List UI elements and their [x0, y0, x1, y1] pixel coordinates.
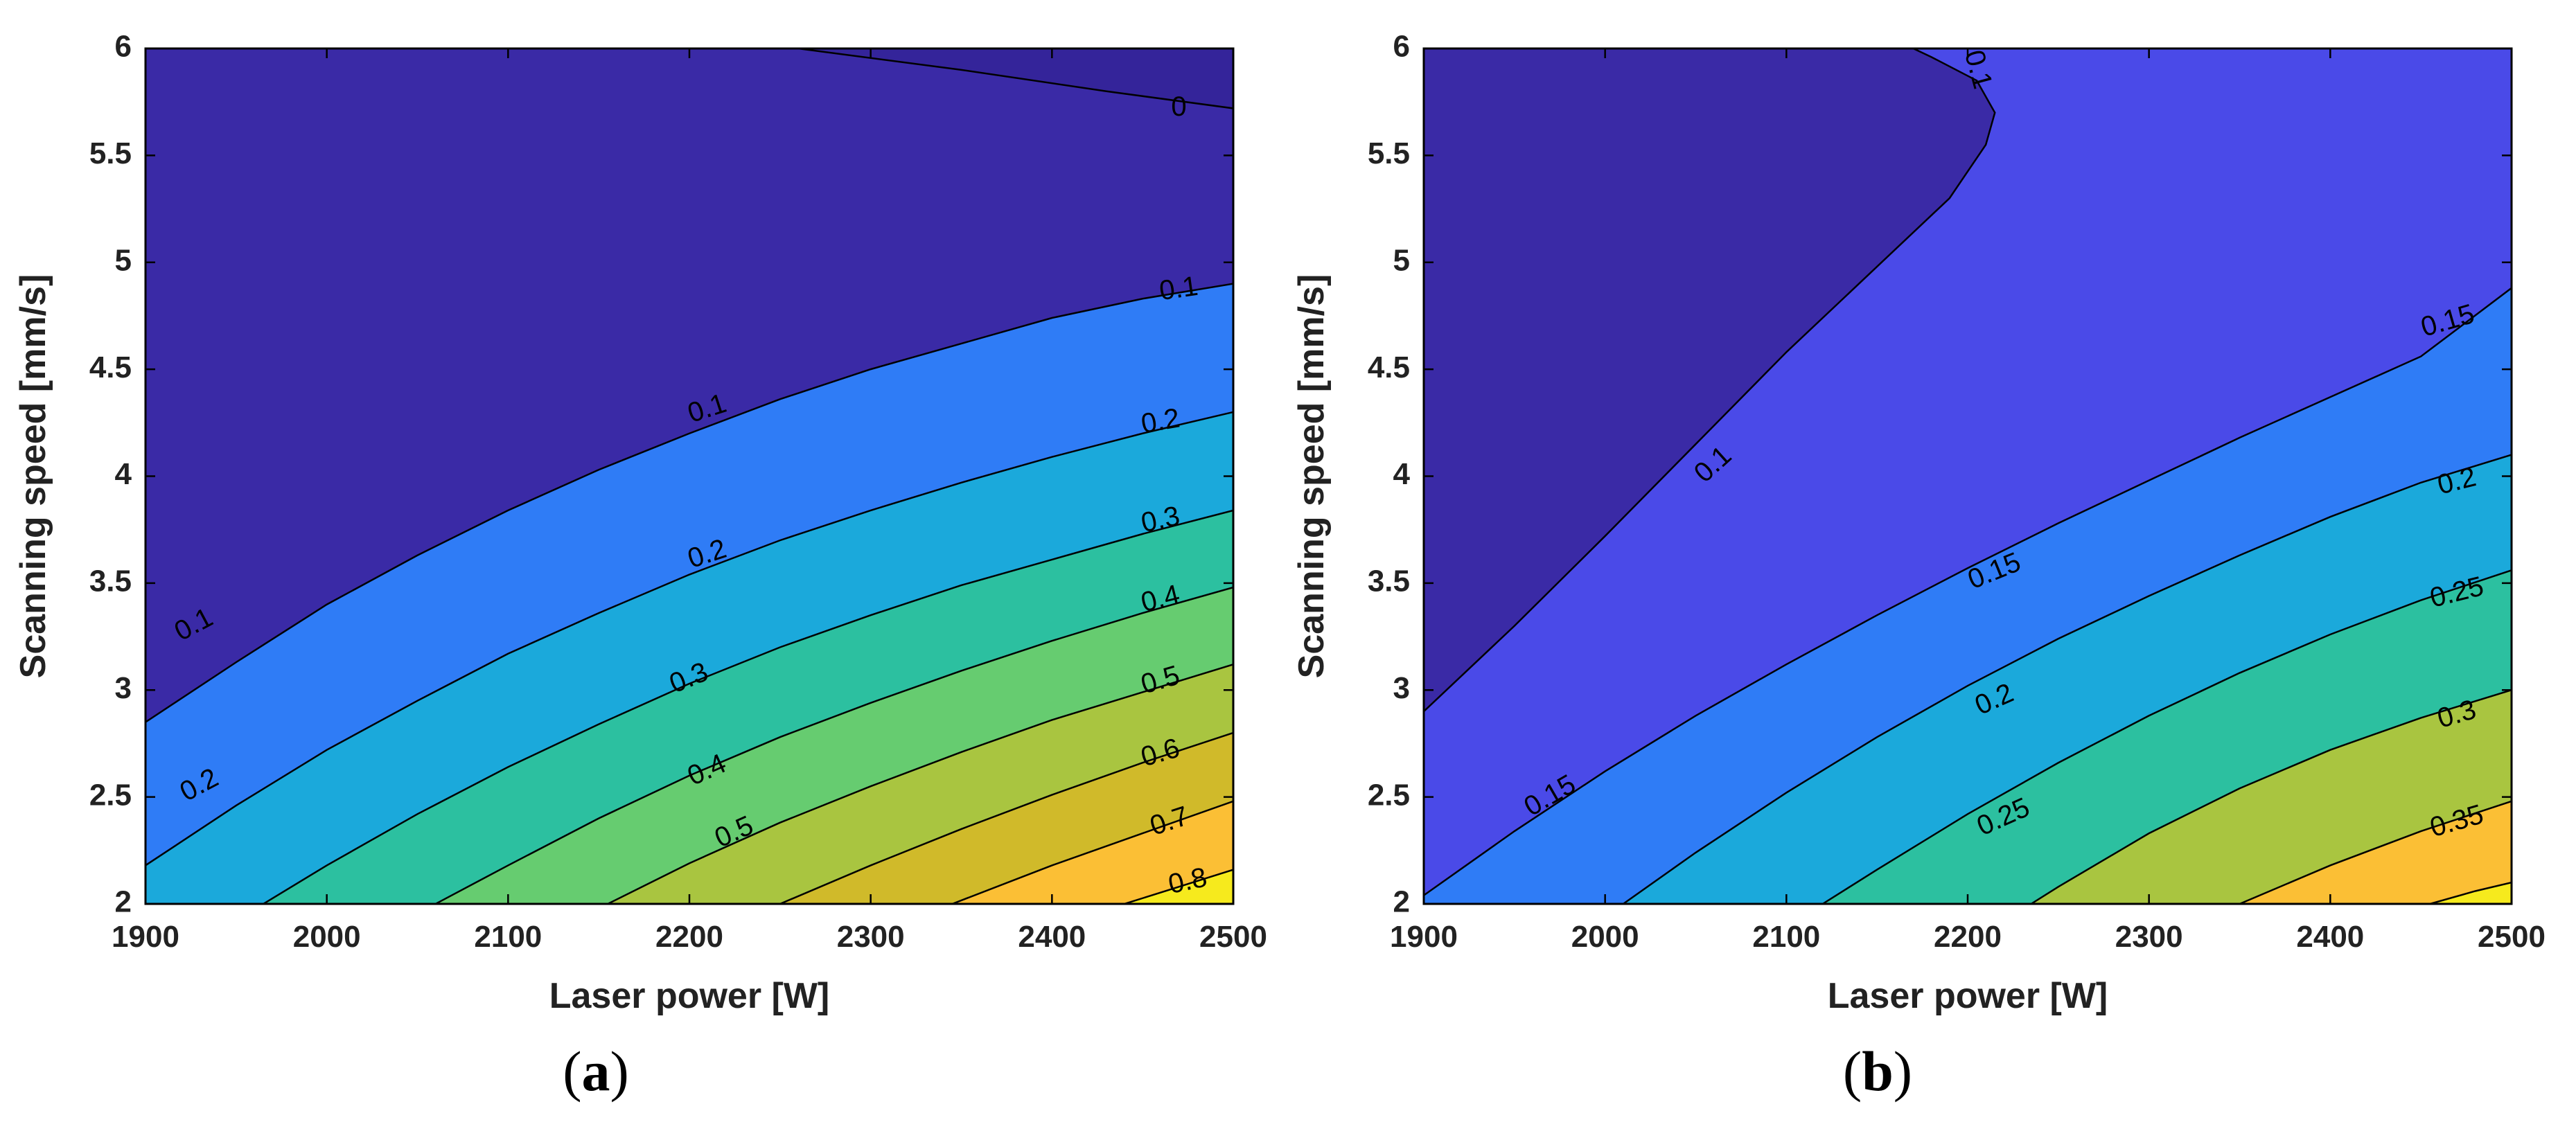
- x-tick-label: 2200: [655, 920, 723, 954]
- x-tick-label: 2400: [1018, 920, 1086, 954]
- x-tick-label: 2300: [837, 920, 905, 954]
- y-tick-label: 5: [1393, 243, 1410, 277]
- x-tick-label: 1900: [1390, 920, 1458, 954]
- x-tick-label: 2100: [474, 920, 542, 954]
- y-tick-label: 5.5: [89, 136, 132, 170]
- contour-label: 0.1: [1158, 271, 1200, 306]
- contour-region: [1424, 48, 1995, 712]
- contour-line: [145, 411, 1233, 866]
- panel-b-caption-letter: b: [1862, 1040, 1894, 1103]
- panel-a-chart: 00.10.10.10.20.20.20.30.30.40.40.50.50.6…: [13, 30, 1267, 1016]
- y-tick-label: 4: [1393, 457, 1411, 491]
- y-tick-label: 6: [1393, 30, 1410, 64]
- x-axis-label: Laser power [W]: [549, 976, 830, 1016]
- y-tick-label: 4.5: [1368, 350, 1410, 384]
- contour-line: [435, 586, 1233, 904]
- y-tick-label: 6: [115, 30, 132, 64]
- contour-line: [797, 48, 1233, 109]
- contour-line: [1623, 454, 2512, 904]
- y-tick-label: 4: [115, 457, 132, 491]
- y-tick-label: 4.5: [89, 350, 132, 384]
- contour-line: [2239, 800, 2512, 904]
- y-tick-label: 5.5: [1368, 136, 1410, 170]
- x-tick-label: 1900: [112, 920, 179, 954]
- contour-region: [2239, 801, 2512, 904]
- y-axis-label: Scanning speed [mm/s]: [1291, 274, 1332, 679]
- y-tick-label: 3.5: [89, 564, 132, 598]
- contour-label: 0: [1171, 91, 1186, 122]
- y-tick-label: 2.5: [89, 778, 132, 812]
- contour-line: [263, 509, 1233, 904]
- contour-line: [1822, 569, 2512, 904]
- y-tick-label: 3: [115, 671, 132, 705]
- y-axis-label: Scanning speed [mm/s]: [13, 274, 53, 679]
- panel-b-caption: (b): [1842, 1040, 1913, 1103]
- x-tick-label: 2400: [2296, 920, 2364, 954]
- contour-line: [145, 283, 1233, 723]
- y-tick-label: 3.5: [1368, 564, 1410, 598]
- x-tick-label: 2000: [293, 920, 361, 954]
- panel-a-caption: (a): [563, 1040, 629, 1103]
- plot-area: 0.10.10.150.150.150.20.20.250.250.30.35: [1424, 48, 2512, 904]
- x-tick-label: 2300: [2115, 920, 2183, 954]
- x-tick-label: 2500: [1199, 920, 1267, 954]
- panel-a-caption-letter: a: [581, 1040, 610, 1103]
- x-tick-label: 2200: [1934, 920, 2002, 954]
- y-tick-label: 2: [115, 885, 132, 919]
- contour-line: [2429, 881, 2512, 904]
- y-tick-label: 2: [1393, 885, 1410, 919]
- y-tick-label: 2.5: [1368, 778, 1410, 812]
- y-tick-label: 5: [115, 243, 132, 277]
- contour-line: [1424, 48, 1996, 713]
- x-tick-label: 2100: [1752, 920, 1820, 954]
- plot-area: 00.10.10.10.20.20.20.30.30.40.40.50.50.6…: [145, 48, 1233, 904]
- panel-b-chart: 0.10.10.150.150.150.20.20.250.250.30.35 1…: [1291, 30, 2546, 1016]
- contour-line: [1424, 287, 2512, 896]
- x-tick-label: 2500: [2478, 920, 2546, 954]
- contour-line: [951, 800, 1233, 904]
- contour-line: [779, 731, 1233, 904]
- contour-line: [2030, 689, 2512, 904]
- x-tick-label: 2000: [1571, 920, 1639, 954]
- contour-line: [1124, 869, 1233, 904]
- y-tick-label: 3: [1393, 671, 1410, 705]
- contour-label: 0.2: [1139, 402, 1182, 439]
- x-axis-label: Laser power [W]: [1828, 976, 2108, 1016]
- contour-line: [607, 664, 1233, 904]
